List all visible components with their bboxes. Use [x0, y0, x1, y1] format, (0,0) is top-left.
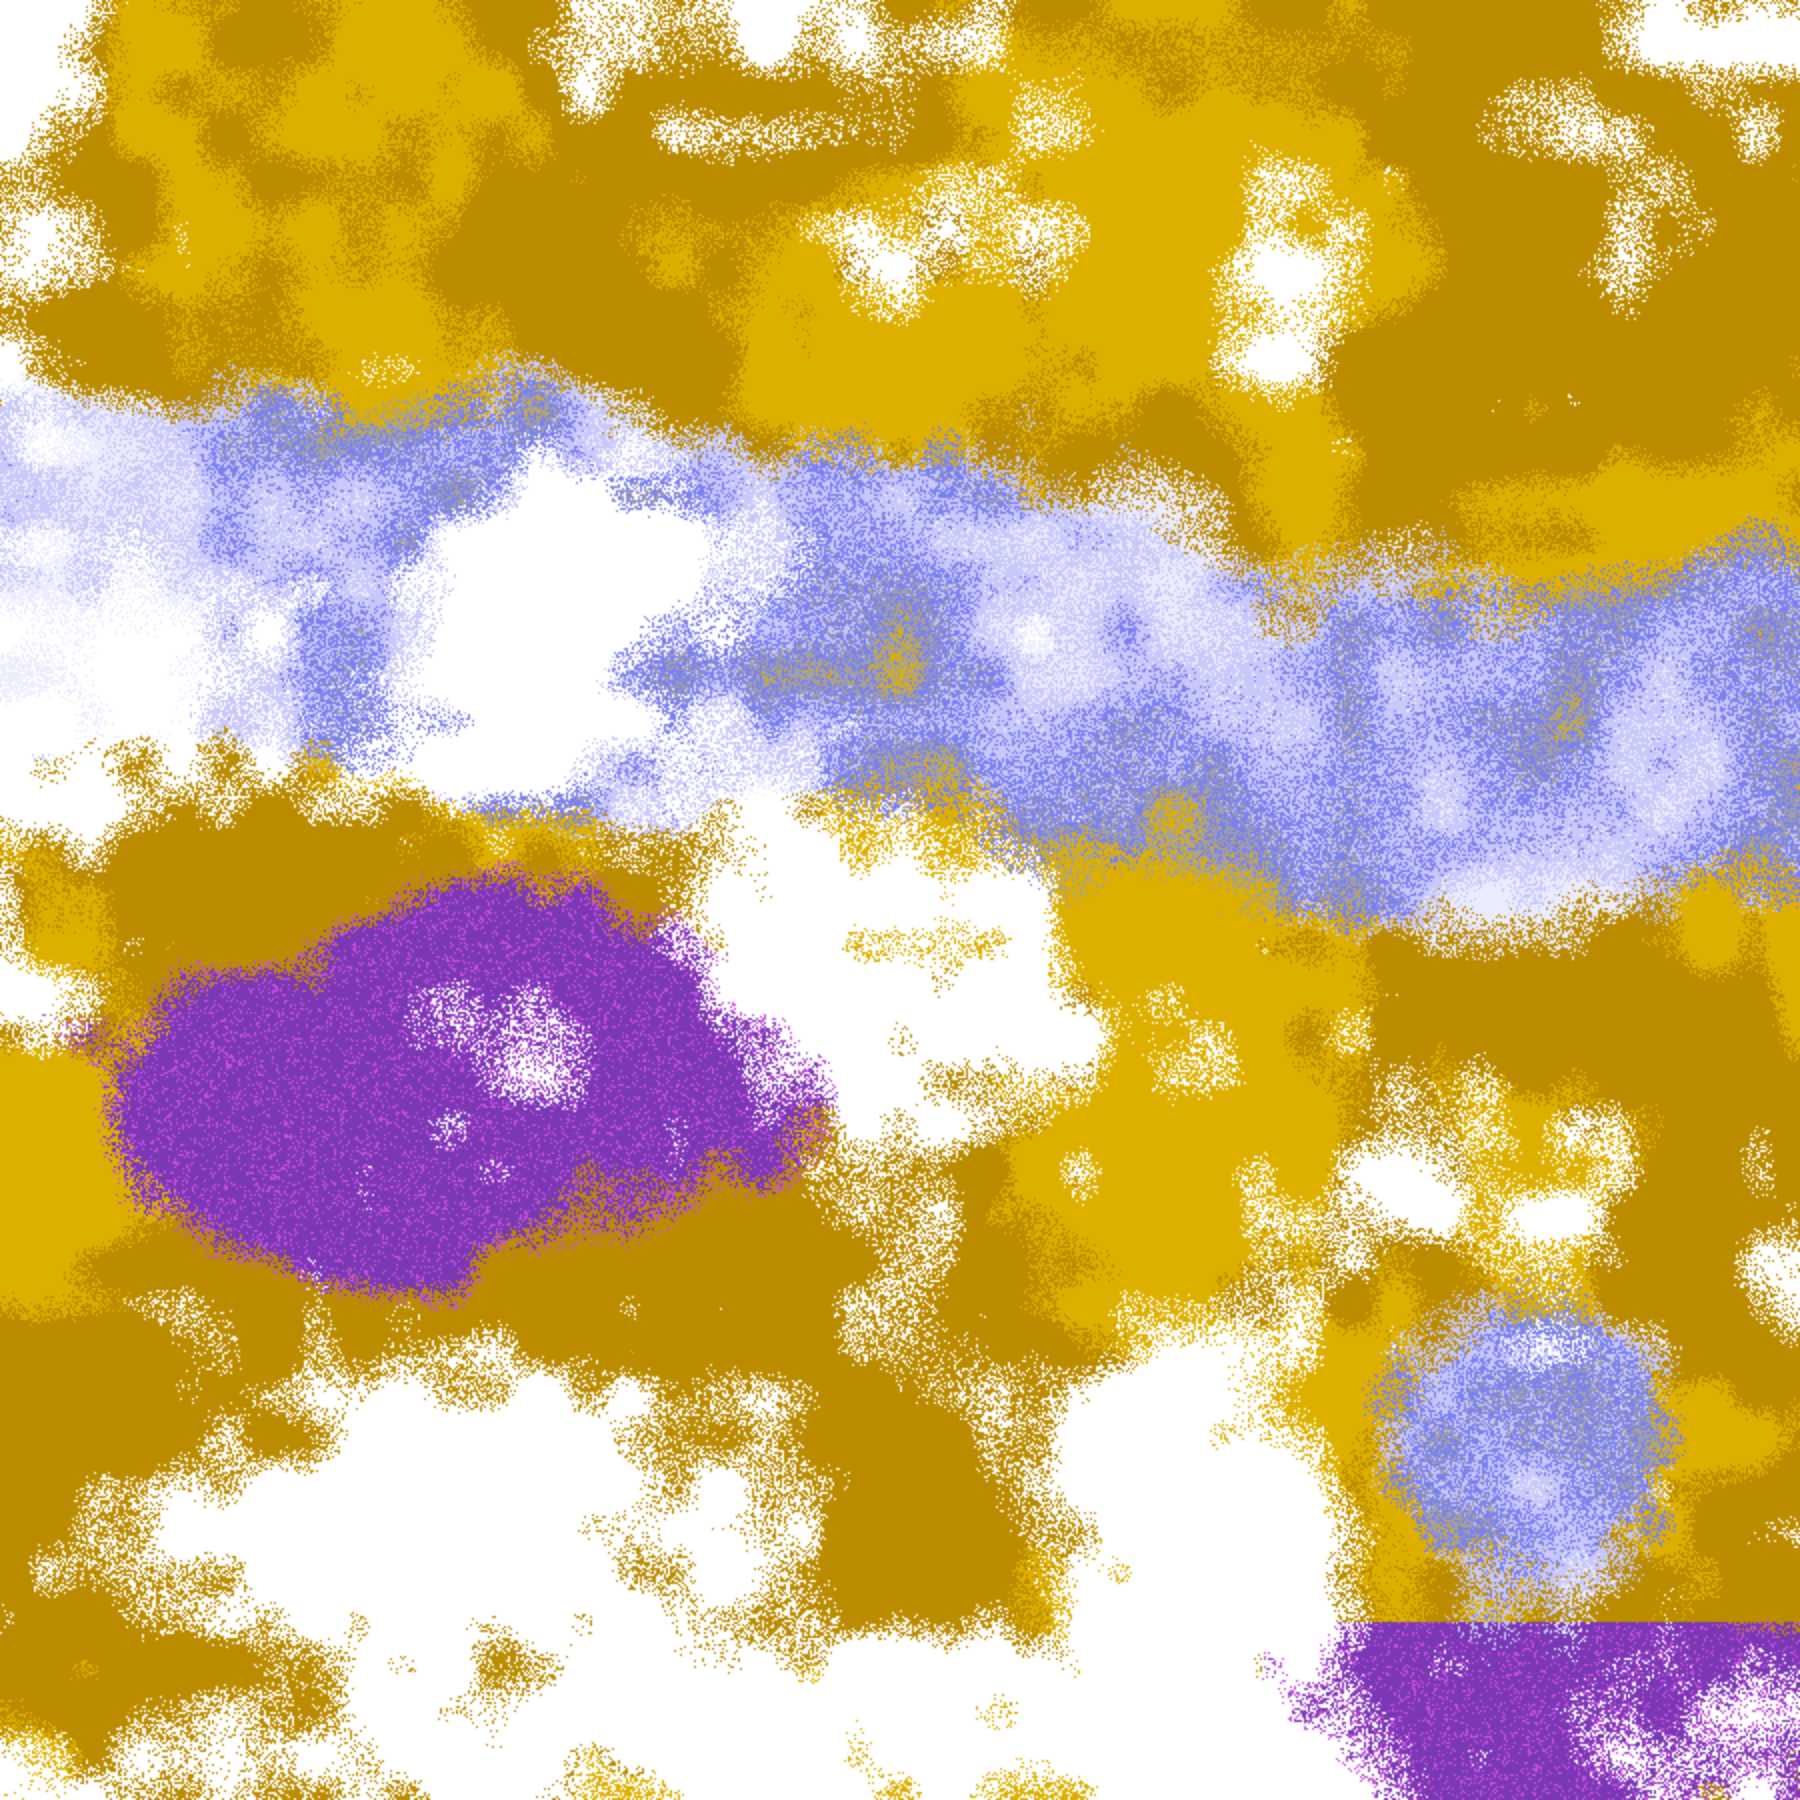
classification-raster — [0, 0, 1800, 1800]
satellite-classification-map — [0, 0, 1800, 1800]
